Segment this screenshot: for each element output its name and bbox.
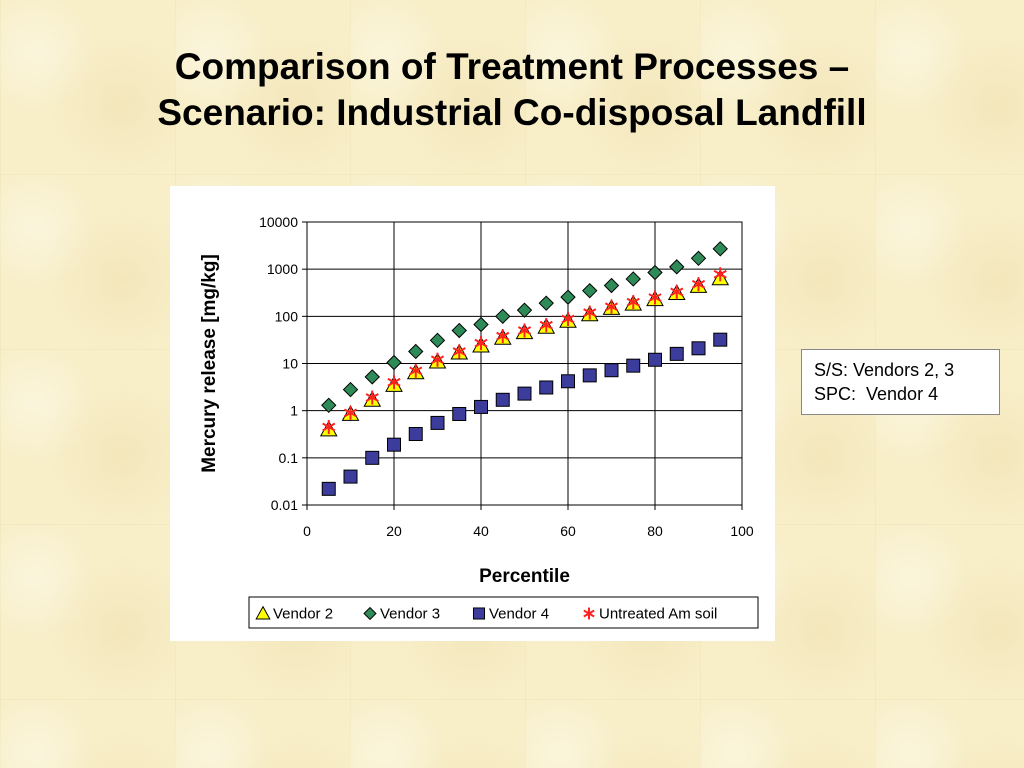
vendor-4-point [669,346,684,361]
vendor-4-point [408,427,423,442]
vendor-4-point [626,358,641,373]
vendor-3-point [429,332,446,349]
legend-marker-vendor-2 [255,605,271,620]
vendor-3-point [712,241,728,257]
vendor-3-point [669,259,685,275]
untreated-am-soil-point [648,290,662,305]
slide-title-line-2: Scenario: Industrial Co-disposal Landfil… [157,92,867,133]
vendor-3-point [364,369,380,385]
x-axis-label: Percentile [479,566,570,587]
x-tick-label: 0 [303,523,311,539]
x-tick-label: 40 [473,523,489,539]
slide-title: Comparison of Treatment Processes – Scen… [0,44,1024,136]
vendor-3-point [516,302,533,318]
legend-marker-vendor-4 [472,607,486,620]
slide-title-line-1: Comparison of Treatment Processes – [174,46,850,87]
vendor-3-point [690,250,707,267]
y-tick-label: 1000 [267,261,298,277]
vendor-4-point [387,437,401,452]
vendor-3-point [408,343,424,360]
vendor-3-point [582,282,598,299]
untreated-am-soil-point [713,267,727,282]
vendor-3-point [560,289,576,305]
legend-label-untreated-am-soil: Untreated Am soil [599,606,717,623]
vendor-4-point [474,399,488,414]
note-line-1: S/S: Vendors 2, 3 [814,360,955,380]
untreated-am-soil-point [670,284,684,299]
vendor-3-point [603,277,620,294]
y-tick-label: 10 [282,356,298,372]
x-tick-label: 20 [386,523,402,539]
untreated-am-soil-point [691,277,706,292]
untreated-am-soil-point [496,329,510,344]
x-tick-label: 80 [647,523,663,539]
vendor-3-point [625,271,641,287]
vendor-4-point [539,380,554,395]
legend-label-vendor-4: Vendor 4 [489,606,549,623]
y-tick-label: 10000 [259,214,298,230]
untreated-am-soil-point [452,344,466,359]
vendor-3-point [538,295,554,311]
vendor-4-point [343,469,358,484]
vendor-3-point [451,322,467,339]
legend-marker-vendor-3 [363,606,377,621]
vendor-4-point [365,450,380,465]
y-tick-label: 100 [275,308,299,324]
vendor-4-point [321,481,336,496]
note-line-2: SPC: Vendor 4 [814,384,939,404]
vendor-4-point [691,341,706,356]
vendor-3-point [647,264,663,281]
treatment-note-box: S/S: Vendors 2, 3 SPC: Vendor 4 [801,349,1000,415]
untreated-am-soil-point [365,390,379,405]
vendor-3-point [473,316,489,333]
untreated-am-soil-point [343,405,358,420]
vendor-4-point [648,352,662,367]
untreated-am-soil-point [322,420,336,435]
untreated-am-soil-point [474,336,488,351]
untreated-am-soil-point [430,352,445,367]
untreated-am-soil-point [409,363,423,378]
legend-label-vendor-3: Vendor 3 [380,606,440,623]
vendor-3-point [386,354,402,371]
y-tick-label: 1 [290,403,298,419]
vendor-4-point [561,374,575,389]
vendor-4-point [713,332,728,347]
y-tick-label: 0.01 [271,497,298,513]
x-tick-label: 100 [730,523,754,539]
vendor-3-point [495,308,511,325]
vendor-4-point [604,363,619,378]
vendor-4-point [582,368,597,383]
vendor-3-point [342,381,359,398]
chart-panel: 0.01 0.1 1 10 100 1000 10000 0 20 40 60 80 100 Percen… [170,186,775,641]
vendor-4-point [495,392,510,407]
vendor-3-point [321,397,337,413]
y-axis-label: Mercury release [mg/kg] [199,254,220,473]
legend-label-vendor-2: Vendor 2 [273,606,333,623]
mercury-release-chart: 0.01 0.1 1 10 100 1000 10000 0 20 40 60 80 100 Percen… [199,214,759,629]
legend-box [248,596,759,629]
vendor-4-point [452,406,467,421]
untreated-am-soil-point [539,318,553,333]
untreated-am-soil-point [561,311,575,326]
untreated-am-soil-point [604,299,619,314]
untreated-am-soil-point [387,375,401,390]
untreated-am-soil-point [517,323,532,338]
untreated-am-soil-point [583,305,597,320]
x-tick-label: 60 [560,523,576,539]
y-tick-label: 0.1 [279,450,299,466]
vendor-4-point [517,386,532,401]
vendor-4-point [430,415,445,430]
untreated-am-soil-point [626,295,640,310]
legend-marker-untreated-am-soil [583,607,595,620]
